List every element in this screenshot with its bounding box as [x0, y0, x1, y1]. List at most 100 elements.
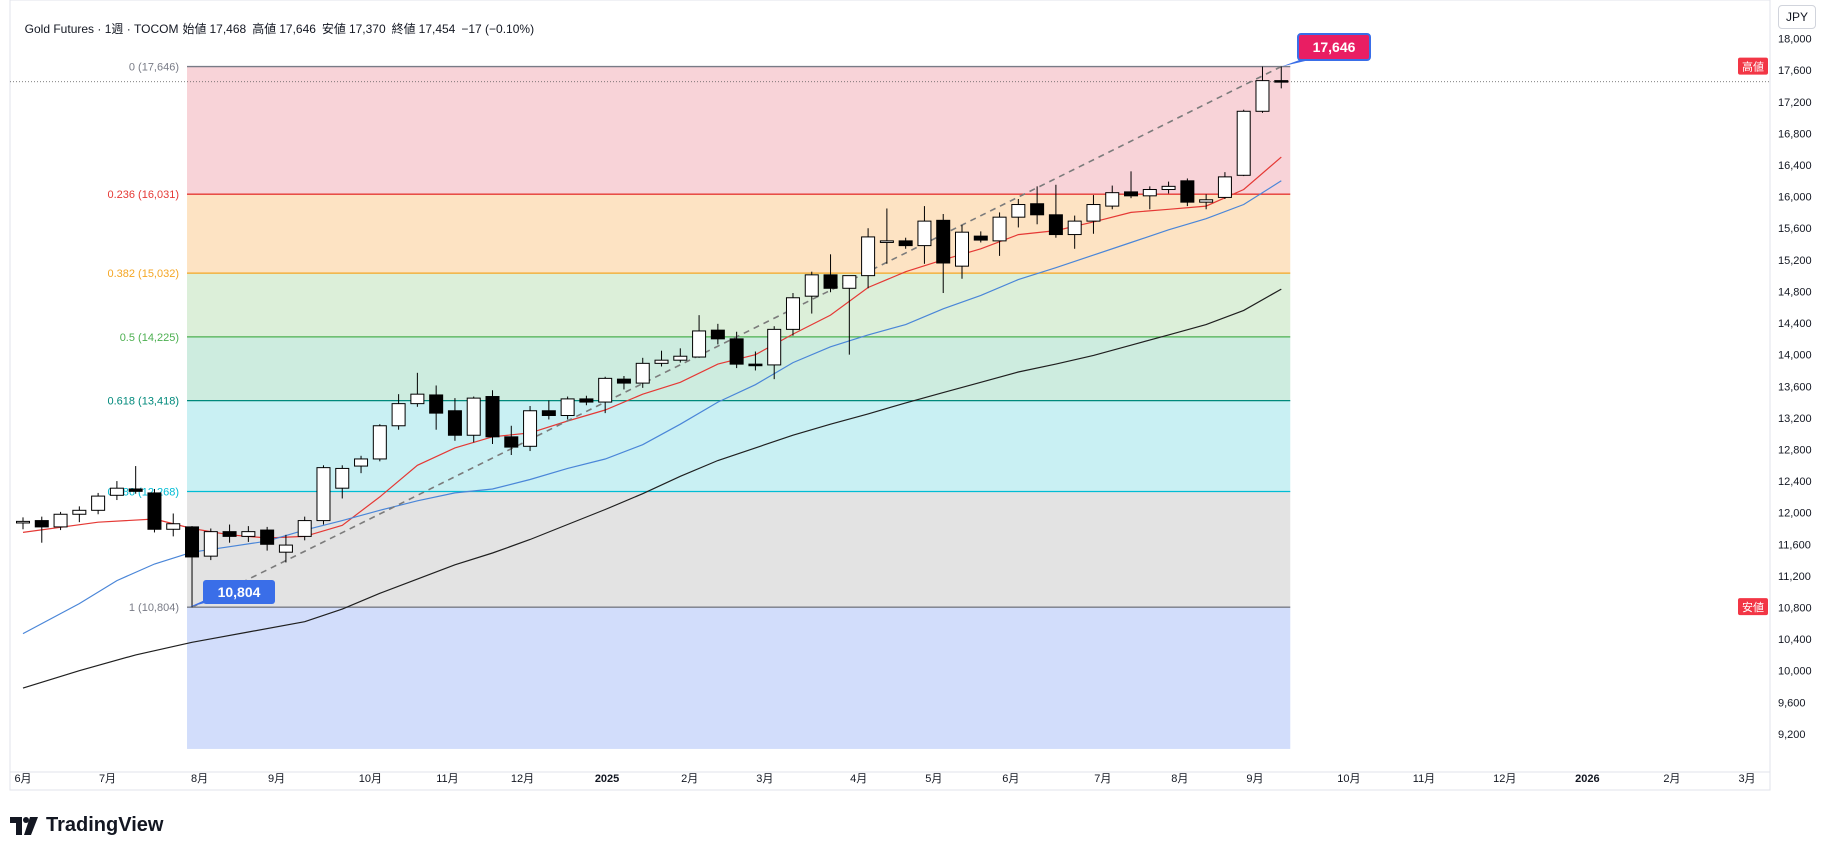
- moving-average-line-3: [22, 288, 1282, 689]
- low-badge-label: 10,804: [218, 584, 261, 600]
- candle-body: [391, 403, 406, 427]
- time-axis-label: 5月: [925, 773, 942, 785]
- candle-body: [1217, 176, 1232, 198]
- price-axis-label: 12,400: [1778, 476, 1812, 488]
- candle-body: [523, 410, 538, 447]
- candle-body: [692, 330, 707, 358]
- candle-body: [1086, 204, 1101, 222]
- candle-body: [1236, 110, 1251, 176]
- fib-band: [187, 66, 1291, 195]
- tradingview-logo-icon: [10, 816, 38, 835]
- candle-body: [203, 531, 218, 557]
- candle-body: [785, 297, 800, 330]
- high-badge-label: 17,646: [1313, 39, 1356, 55]
- candles: [16, 66, 1289, 608]
- symbol-name[interactable]: Gold Futures · 1週 · TOCOM: [24, 22, 179, 36]
- candle-body: [34, 520, 49, 528]
- price-axis-label: 16,800: [1778, 128, 1812, 140]
- candle-body: [241, 531, 256, 537]
- price-axis-label: 16,400: [1778, 160, 1812, 172]
- candle-body: [673, 355, 688, 361]
- price-axis-label: 16,000: [1778, 192, 1812, 204]
- time-axis-label: 3月: [1738, 773, 1755, 785]
- currency-button[interactable]: JPY: [1778, 5, 1816, 29]
- open-label: 始値: [182, 22, 207, 36]
- candle-body: [466, 397, 481, 436]
- candle-body: [1255, 80, 1270, 112]
- price-axis-label: 15,200: [1778, 255, 1812, 267]
- candle-body: [917, 220, 932, 247]
- time-axis-label: 12月: [511, 773, 534, 785]
- time-axis-label: 10月: [1337, 773, 1360, 785]
- candle-body: [654, 359, 669, 364]
- candle-body: [222, 531, 237, 537]
- fib-level-label: 0.5 (14,225): [120, 332, 179, 344]
- candle-body: [879, 240, 894, 243]
- candle-body: [729, 338, 744, 365]
- fib-band: [187, 607, 1291, 749]
- candle-body: [635, 362, 650, 384]
- candle-body: [1011, 204, 1026, 218]
- high-badge: [1297, 33, 1371, 61]
- candle-body: [278, 544, 293, 553]
- candle-body: [72, 509, 87, 515]
- time-axis-label: 9月: [268, 773, 285, 785]
- low-label: 安値: [321, 22, 346, 36]
- price-axis-label: 15,600: [1778, 223, 1812, 235]
- price-axis-label: 11,200: [1778, 571, 1811, 583]
- candle-body: [1124, 191, 1139, 197]
- candle-body: [898, 240, 913, 247]
- fib-band: [187, 194, 1291, 274]
- high-label: 高値: [252, 22, 277, 36]
- candle-body: [1199, 199, 1214, 203]
- low-value: 17,370: [348, 22, 386, 36]
- candle-body: [16, 520, 30, 524]
- candle-body: [372, 425, 387, 460]
- candle-body: [485, 396, 500, 438]
- time-axis-label: 7月: [1094, 773, 1111, 785]
- close-value: 17,454: [418, 22, 456, 36]
- candle-body: [823, 274, 838, 289]
- candle-body: [1180, 180, 1195, 203]
- fib-band: [187, 491, 1291, 608]
- candle-body: [767, 328, 782, 366]
- candle-body: [804, 274, 819, 297]
- fib-level-label: 0.618 (13,418): [107, 396, 179, 408]
- tradingview-logo[interactable]: TradingView: [10, 814, 163, 837]
- price-axis-label: 10,400: [1778, 634, 1812, 646]
- price-axis-label: 12,800: [1778, 444, 1812, 456]
- candle-body: [504, 436, 519, 448]
- candle-body: [128, 488, 143, 492]
- candle-body: [166, 523, 181, 530]
- time-axis-label: 8月: [1171, 773, 1188, 785]
- price-axis-label: 13,600: [1778, 381, 1812, 393]
- candle-body: [91, 495, 106, 511]
- fib-level-label: 0.236 (16,031): [107, 189, 179, 201]
- candle-body: [616, 378, 631, 384]
- time-axis-label: 2026: [1575, 773, 1599, 785]
- moving-average-line-2: [22, 180, 1282, 635]
- candle-body: [936, 219, 951, 264]
- candle-body: [53, 513, 68, 528]
- high-axis-tag: [1738, 57, 1768, 75]
- fibonacci-retracement: 0 (17,646) 0.236 (16,031) 0.382 (15,032) 0.…: [107, 62, 1291, 749]
- price-axis-label: 14,000: [1778, 350, 1812, 362]
- price-axis-label: 14,400: [1778, 318, 1812, 330]
- candle-body: [1142, 189, 1157, 197]
- time-axis-label: 11月: [1413, 773, 1435, 785]
- low-badge-pointer: [189, 600, 216, 608]
- candle-body: [260, 529, 275, 545]
- candle-body: [1067, 220, 1082, 236]
- candle-body: [447, 410, 462, 436]
- price-axis-label: 13,200: [1778, 413, 1812, 425]
- candle-body: [579, 398, 594, 403]
- close-label: 終値: [391, 22, 416, 36]
- candle-body: [335, 467, 350, 489]
- time-axis-label: 6月: [14, 773, 31, 785]
- candle-body: [185, 526, 200, 558]
- price-axis-label: 11,600: [1778, 539, 1811, 551]
- candle-body: [1048, 214, 1063, 236]
- time-axis-label: 6月: [1002, 773, 1019, 785]
- change-value: −17 (−0.10%): [461, 22, 535, 36]
